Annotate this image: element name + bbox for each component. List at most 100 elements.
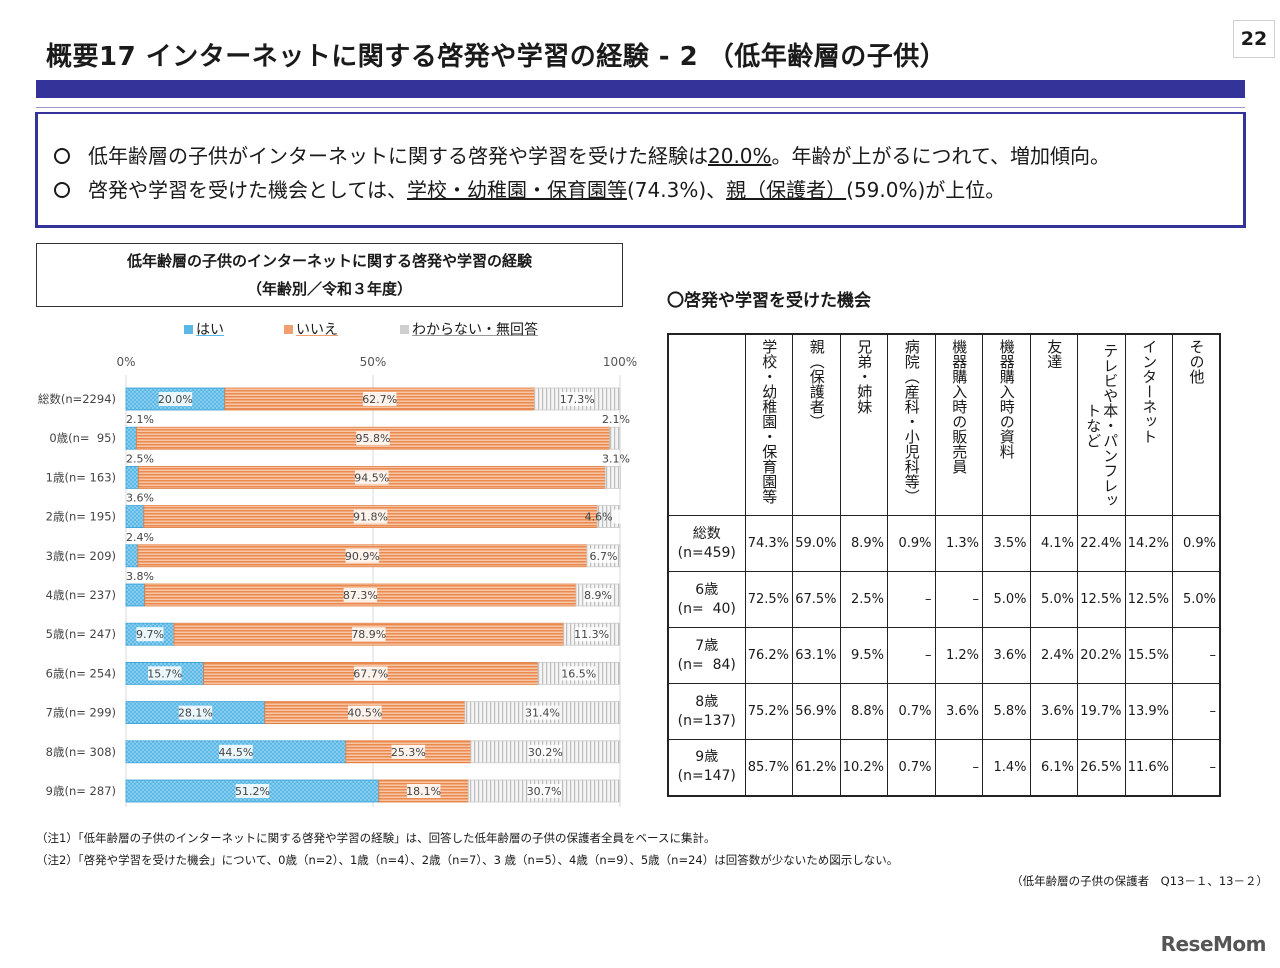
column-header-label: 学校・幼稚園・保育園等 <box>760 339 779 504</box>
bullet-circle-icon <box>54 148 70 164</box>
data-label-bg <box>235 784 270 798</box>
bar-segment-yes <box>125 466 139 489</box>
table-cell: 14.2% <box>1124 515 1173 572</box>
category-label: 6歳(n= 254) <box>46 666 116 680</box>
column-header: 親（保護者） <box>792 333 841 516</box>
data-label: 62.7% <box>362 393 397 406</box>
data-label-bg <box>353 509 388 524</box>
table-cell: 5.0% <box>1029 571 1078 628</box>
category-label: 8歳(n= 308) <box>46 745 116 759</box>
column-header: 学校・幼稚園・保育園等 <box>744 333 793 516</box>
data-label: 15.7% <box>147 667 182 680</box>
data-label-bg <box>560 392 595 406</box>
data-label-bg <box>528 744 563 759</box>
row-header: 7歳 (n= 84) <box>667 627 746 684</box>
table-cell: 0.9% <box>1172 515 1221 572</box>
table-cell: 74.3% <box>744 515 793 572</box>
category-label: 4歳(n= 237) <box>46 588 116 602</box>
opportunities-table: 学校・幼稚園・保育園等 親（保護者） 兄弟・姉妹 病院（産科・小児科等） 機器購入時の販… <box>667 333 1221 797</box>
data-label: 20.0% <box>158 393 193 406</box>
data-label: 3.6% <box>126 492 154 505</box>
table-cell: 8.9% <box>839 515 888 572</box>
column-header-label: 機器購入時の販売員 <box>950 339 969 474</box>
data-label-bg <box>355 470 389 485</box>
category-label: 7歳(n= 299) <box>46 706 116 720</box>
summary-text: 低年齢層の子供がインターネットに関する啓発や学習を受けた経験は <box>88 144 708 168</box>
row-header: 6歳 (n= 40) <box>667 571 746 628</box>
row-label: 総数 <box>692 525 721 542</box>
table-cell: 12.5% <box>1077 571 1126 628</box>
table-cell: 72.5% <box>744 571 793 628</box>
row-sample-size: (n= 84) <box>677 656 736 673</box>
data-label: 94.5% <box>354 471 389 484</box>
legend-item-yes: はい <box>184 319 224 339</box>
summary-highlight: 親（保護者） <box>726 178 847 202</box>
summary-text: (59.0%)が上位。 <box>846 178 1006 202</box>
title-divider <box>36 107 1245 108</box>
data-label: 28.1% <box>178 707 213 720</box>
data-label: 2.4% <box>126 531 154 544</box>
summary-text: 。年齢が上がるにつれて、増加傾向。 <box>771 144 1110 168</box>
data-label: 17.3% <box>560 393 595 406</box>
table-cell: 63.1% <box>792 627 841 684</box>
table-cell: 2.4% <box>1029 627 1078 684</box>
table-cell: 59.0% <box>792 515 841 572</box>
table-cell: 2.5% <box>839 571 888 628</box>
data-label: 44.5% <box>218 746 253 759</box>
data-label: 31.4% <box>525 707 560 720</box>
data-label-bg <box>362 392 397 406</box>
summary-box: 低年齢層の子供がインターネットに関する啓発や学習を受けた経験は20.0%。年齢が… <box>35 112 1246 228</box>
x-tick-label: 100% <box>603 355 637 369</box>
note-1: （注1）「低年齢層の子供のインターネットに関する啓発や学習の経験」は、回答した低… <box>36 831 716 845</box>
table-cell: 15.5% <box>1124 627 1173 684</box>
data-label: 95.8% <box>356 432 391 445</box>
legend-swatch-no <box>284 324 293 334</box>
column-header-label: 機器購入時の資料 <box>997 339 1016 459</box>
table-cell: 61.2% <box>792 739 841 796</box>
table-cell: 3.5% <box>982 515 1031 572</box>
data-label-bg <box>158 392 193 406</box>
table-cell: – <box>934 571 983 628</box>
table-cell: 12.5% <box>1124 571 1173 628</box>
data-label-bg <box>612 509 640 524</box>
category-label: 総数(n=2294) <box>38 392 116 406</box>
table-cell: 1.2% <box>934 627 983 684</box>
summary-text: 啓発や学習を受けた機会としては、 <box>88 178 407 202</box>
data-label-bg <box>527 784 561 798</box>
legend-swatch-yes <box>184 324 193 334</box>
column-header-label: 親（保護者） <box>807 339 826 429</box>
legend-label: いいえ <box>296 322 338 338</box>
table-cell: – <box>887 627 936 684</box>
data-label-bg <box>589 548 618 563</box>
data-label: 4.6% <box>585 511 613 524</box>
data-label-bg <box>406 784 441 798</box>
table-cell: – <box>1172 683 1221 740</box>
table-cell: 0.7% <box>887 683 936 740</box>
row-sample-size: (n=137) <box>677 712 736 729</box>
category-label: 1歳(n= 163) <box>46 470 116 484</box>
summary-highlight: 20.0% <box>708 144 772 168</box>
data-label-bg <box>574 627 609 642</box>
data-label-bg <box>391 744 426 759</box>
column-header-label: テレビや本・パンフレットなど <box>1084 342 1120 508</box>
source-note: （低年齢層の子供の保護者 Q13－１、13－２） <box>1011 874 1268 888</box>
row-label: 9歳 <box>695 749 719 766</box>
legend-item-dk: わからない・無回答 <box>400 319 538 339</box>
column-header: 病院（産科・小児科等） <box>887 333 936 516</box>
data-label: 2.1% <box>126 413 154 426</box>
data-label: 67.7% <box>353 667 388 680</box>
row-header: 8歳 (n=137) <box>667 683 746 740</box>
x-tick-label: 0% <box>116 355 135 369</box>
category-label: 0歳(n= 95) <box>49 431 116 445</box>
legend-label: はい <box>196 322 224 338</box>
table-cell: 5.0% <box>982 571 1031 628</box>
stacked-bar-chart: 0% 50% 100% 総数(n=2294) 20.0% 62.7% 17.3% 0歳(n=… <box>38 355 640 807</box>
summary-line-2: 啓発や学習を受けた機会としては、学校・幼稚園・保育園等(74.3%)、親（保護者… <box>54 174 1005 203</box>
table-row: 7歳 (n= 84) 76.2% 63.1% 9.5% –1.2% 3.6% 2.4% 20.2… <box>667 627 1221 684</box>
data-label: 87.3% <box>343 589 378 602</box>
data-label: 90.9% <box>345 550 380 563</box>
page-number: 22 <box>1233 20 1275 58</box>
bar-segment-yes <box>125 505 145 529</box>
table-row: 8歳 (n=137) 75.2% 56.9% 8.8% 0.7% 3.6% 5.8% 3.6% 1… <box>667 683 1221 740</box>
column-header: テレビや本・パンフレットなど <box>1077 333 1126 516</box>
